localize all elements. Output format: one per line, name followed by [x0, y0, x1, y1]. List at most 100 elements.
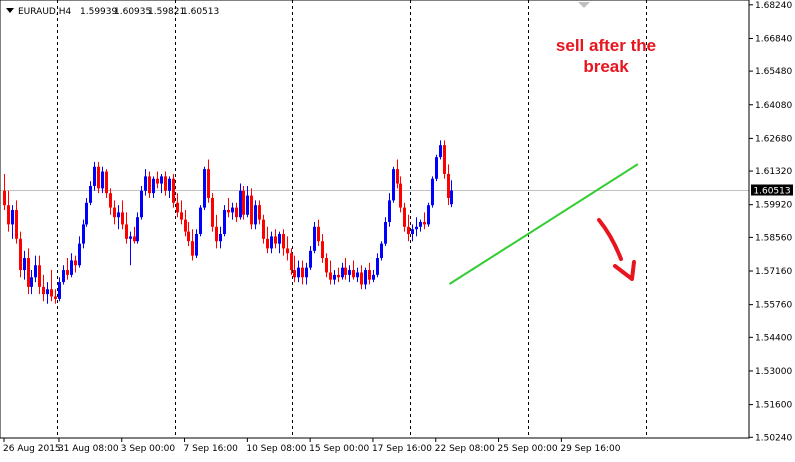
candle [101, 166, 104, 194]
candle [380, 241, 383, 261]
candle-body [46, 289, 49, 295]
candle [15, 200, 18, 244]
candle-body [278, 234, 281, 244]
candle-body [415, 226, 418, 230]
candle-body [364, 270, 367, 285]
price-tick-label: 1.55760 [755, 301, 792, 311]
price-tick-label: 1.57160 [755, 267, 792, 277]
candle-body [392, 169, 395, 201]
candle [66, 258, 69, 280]
candle [415, 217, 418, 237]
candle [435, 154, 438, 182]
candle-body [66, 270, 69, 275]
candle-body [3, 190, 6, 206]
open-value: 1.59939 [80, 7, 117, 17]
candle [191, 229, 194, 261]
candle [439, 140, 442, 160]
candle [266, 226, 269, 254]
candle-body [187, 231, 190, 242]
candle [286, 236, 289, 261]
candle [219, 226, 222, 249]
candle [97, 161, 100, 194]
candle-body [191, 241, 194, 256]
candles [3, 140, 453, 304]
candle-body [74, 260, 77, 266]
candle [384, 217, 387, 247]
candle [356, 267, 359, 283]
candle-body [407, 226, 410, 235]
candle [250, 188, 253, 230]
candle-body [199, 207, 202, 235]
candle [7, 190, 10, 232]
candle [19, 231, 22, 278]
candle [450, 180, 453, 208]
candle-body [164, 176, 167, 191]
candle-body [78, 243, 81, 266]
price-tick-label: 1.66840 [755, 34, 792, 44]
candle [125, 212, 128, 244]
high-value: 1.60935 [114, 7, 151, 17]
candle [180, 200, 183, 225]
candle-body [152, 178, 155, 194]
candle-body [301, 267, 304, 278]
candle-body [396, 169, 399, 184]
time-tick-label: 7 Sep 16:00 [184, 444, 239, 454]
candle-body [321, 241, 324, 259]
candle-body [23, 258, 26, 271]
candle-body [219, 234, 222, 242]
price-tick-label: 1.53000 [755, 367, 792, 377]
candle [27, 248, 30, 295]
candle-body [344, 267, 347, 275]
candle-body [258, 205, 261, 220]
candle [168, 176, 171, 198]
candle [344, 258, 347, 280]
candle-body [313, 226, 316, 251]
candle-body [372, 274, 375, 280]
candle [89, 181, 92, 206]
candle-body [254, 205, 257, 225]
candle [392, 166, 395, 203]
candle-body [231, 207, 234, 213]
candle-body [215, 226, 218, 242]
annotation-line-2: break [583, 57, 629, 76]
candle-body [160, 176, 163, 184]
candle-body [223, 209, 226, 235]
candle [321, 234, 324, 263]
candle-body [85, 202, 88, 225]
candle-body [337, 274, 340, 278]
candle [199, 205, 202, 237]
candle-body [156, 178, 159, 184]
candle [419, 219, 422, 232]
candle-body [125, 224, 128, 239]
candle [117, 205, 120, 230]
candle [109, 188, 112, 215]
candle [11, 205, 14, 239]
candle [231, 202, 234, 220]
shift-marker-icon[interactable] [578, 2, 590, 8]
candle-body [282, 234, 285, 249]
symbol-label: EURAUD,H4 [18, 7, 71, 17]
candle [140, 185, 143, 220]
candle-body [388, 200, 391, 223]
candle-body [399, 183, 402, 208]
candle-body [172, 178, 175, 203]
candle-body [270, 236, 273, 249]
candle-body [403, 207, 406, 227]
candle-body [136, 217, 139, 242]
price-tick-label: 1.65480 [755, 67, 792, 77]
period-separators [57, 0, 647, 438]
candle-body [207, 169, 210, 198]
trendline[interactable] [448, 163, 639, 285]
candle-body [443, 145, 446, 174]
candle-body [176, 202, 179, 213]
candle [348, 265, 351, 283]
candle [239, 183, 242, 220]
candle-body [15, 209, 18, 239]
dropdown-triangle-icon[interactable] [6, 8, 14, 13]
time-tick-label: 10 Sep 08:00 [246, 444, 306, 454]
candle-body [38, 265, 41, 287]
candle-body [19, 238, 22, 271]
candle [443, 140, 446, 179]
